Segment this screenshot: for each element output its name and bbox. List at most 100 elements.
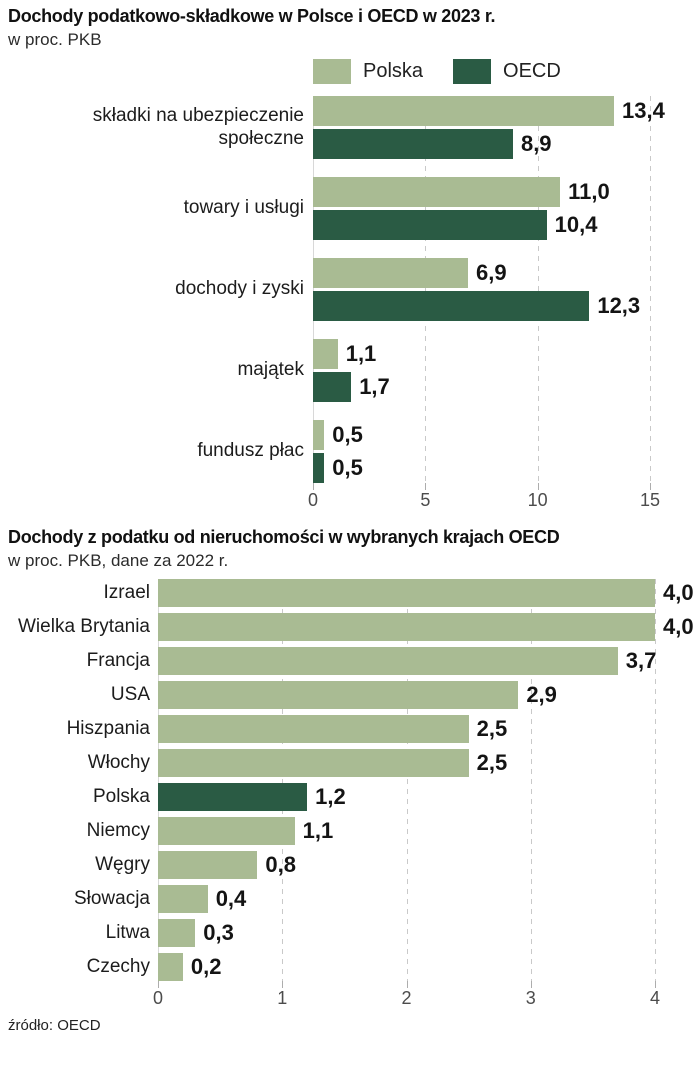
chart-tax-contribution-revenue: Dochody podatkowo-składkowe w Polsce i O… [8, 6, 694, 511]
value-label: 2,5 [476, 750, 508, 775]
bar-słowacja [158, 885, 208, 913]
bar-pair: 11,0 10,4 [313, 177, 650, 240]
value-label: 4,0 [663, 580, 694, 605]
tick-mark-15 [650, 483, 651, 490]
value-label: 12,3 [597, 293, 641, 318]
value-label: 1,1 [302, 818, 334, 843]
infographic-page: Dochody podatkowo-składkowe w Polsce i O… [8, 6, 694, 1034]
country-label: Niemcy [86, 820, 150, 841]
category-label: towary i usługi [183, 197, 304, 219]
legend-label-polska: Polska [363, 59, 424, 82]
bar-row-polska: 0,5 [313, 420, 650, 450]
bar-group-0: składki na ubezpieczenie społeczne 13,4 8,… [8, 96, 694, 159]
legend-swatch-polska [313, 58, 351, 84]
bar-polska [313, 177, 561, 207]
gridline-1 [282, 579, 284, 981]
chart1-plot-area: składki na ubezpieczenie społeczne 13,4 8,… [8, 96, 694, 483]
bar-wrap: 0,4 [158, 885, 655, 913]
bar-niemcy [158, 817, 295, 845]
chart2-plot-area: Izrael 4,0 Wielka Brytania 4,0 Francja 3,7 USA… [8, 579, 694, 981]
country-label: USA [110, 684, 150, 705]
bar-row-węgry: Węgry 0,8 [8, 851, 694, 879]
bar-row-niemcy: Niemcy 1,1 [8, 817, 694, 845]
value-label: 1,7 [359, 374, 390, 399]
bar-polska [313, 339, 338, 369]
chart2-title: Dochody z podatku od nieruchomości w wyb… [8, 527, 560, 547]
chart-property-tax-revenue: Dochody z podatku od nieruchomości w wyb… [8, 527, 694, 1034]
country-label: Litwa [105, 922, 150, 943]
country-label: Wielka Brytania [18, 616, 150, 637]
value-label: 13,4 [622, 98, 665, 123]
bar-pair: 0,5 0,5 [313, 420, 650, 483]
tick-mark-5 [425, 483, 427, 490]
bar-row-izrael: Izrael 4,0 [8, 579, 694, 607]
value-label: 2,9 [526, 682, 557, 707]
bar-wrap: 1,2 [158, 783, 655, 811]
tick-label-1: 1 [277, 988, 288, 1008]
value-label: 3,7 [625, 648, 657, 673]
value-label: 1,2 [315, 784, 346, 809]
tick-mark-2 [406, 981, 408, 988]
legend-swatch-oecd [453, 58, 492, 84]
tick-label-2: 2 [401, 988, 412, 1008]
country-label: Hiszpania [66, 718, 150, 739]
bar-polska [313, 420, 325, 450]
bar-francja [158, 647, 618, 675]
value-label: 1,1 [345, 341, 377, 366]
tick-label-5: 5 [420, 490, 431, 510]
country-label: Izrael [103, 582, 150, 603]
tick-label-15: 15 [639, 490, 661, 510]
bar-wrap: 3,7 [158, 647, 657, 675]
gridline-3 [530, 579, 532, 981]
legend-item-polska: Polska [313, 58, 424, 84]
chart1-legend: Polska OECD [313, 58, 694, 84]
country-label: Polska [92, 786, 150, 807]
bar-oecd [313, 453, 325, 483]
bar-wrap: 2,5 [158, 715, 655, 743]
tick-mark-0 [158, 981, 159, 988]
chart2-bars: Izrael 4,0 Wielka Brytania 4,0 Francja 3,7 USA… [8, 579, 694, 981]
bar-row-polska: 1,1 [313, 339, 650, 369]
chart1-title: Dochody podatkowo-składkowe w Polsce i O… [8, 6, 496, 26]
value-label: 8,9 [520, 131, 552, 156]
bar-wrap: 2,9 [158, 681, 655, 709]
gridline-2 [406, 579, 408, 981]
bar-row-słowacja: Słowacja 0,4 [8, 885, 694, 913]
bar-row-hiszpania: Hiszpania 2,5 [8, 715, 694, 743]
bar-polska [313, 258, 469, 288]
bar-row-oecd: 1,7 [313, 372, 650, 402]
country-label: Węgry [95, 854, 150, 875]
tick-label-0: 0 [152, 988, 164, 1008]
gridline-5 [425, 96, 427, 483]
bar-row-oecd: 0,5 [313, 453, 650, 483]
value-label: 0,8 [265, 852, 296, 877]
bar-group-3: majątek 1,1 1,7 [8, 339, 694, 402]
bar-włochy [158, 749, 469, 777]
bar-polska [313, 96, 615, 126]
tick-mark-4 [655, 981, 656, 988]
bar-row-polska: 13,4 [313, 96, 665, 126]
bar-row-oecd: 8,9 [313, 129, 650, 159]
value-label: 2,5 [476, 716, 508, 741]
tick-mark-10 [537, 483, 539, 490]
bar-oecd [313, 210, 547, 240]
source-note: źródło: OECD [8, 1017, 101, 1034]
gridline-0 [313, 96, 314, 483]
bar-oecd [313, 129, 513, 159]
value-label: 10,4 [554, 212, 598, 237]
chart1-subtitle: w proc. PKB [8, 30, 102, 49]
bar-litwa [158, 919, 196, 947]
bar-row-polska: 11,0 [313, 177, 650, 207]
country-label: Włochy [87, 752, 150, 773]
country-label: Francja [86, 650, 150, 671]
bar-izrael [158, 579, 655, 607]
country-label: Słowacja [73, 888, 150, 909]
bar-row-polska: Polska 1,2 [8, 783, 694, 811]
country-label: Czechy [86, 956, 150, 977]
bar-group-1: towary i usługi 11,0 10,4 [8, 177, 694, 240]
chart1-bars: składki na ubezpieczenie społeczne 13,4 8,… [8, 96, 694, 483]
chart2-gridlines [158, 579, 656, 981]
bar-row-usa: USA 2,9 [8, 681, 694, 709]
bar-oecd [313, 372, 352, 402]
value-label: 0,4 [215, 886, 247, 911]
